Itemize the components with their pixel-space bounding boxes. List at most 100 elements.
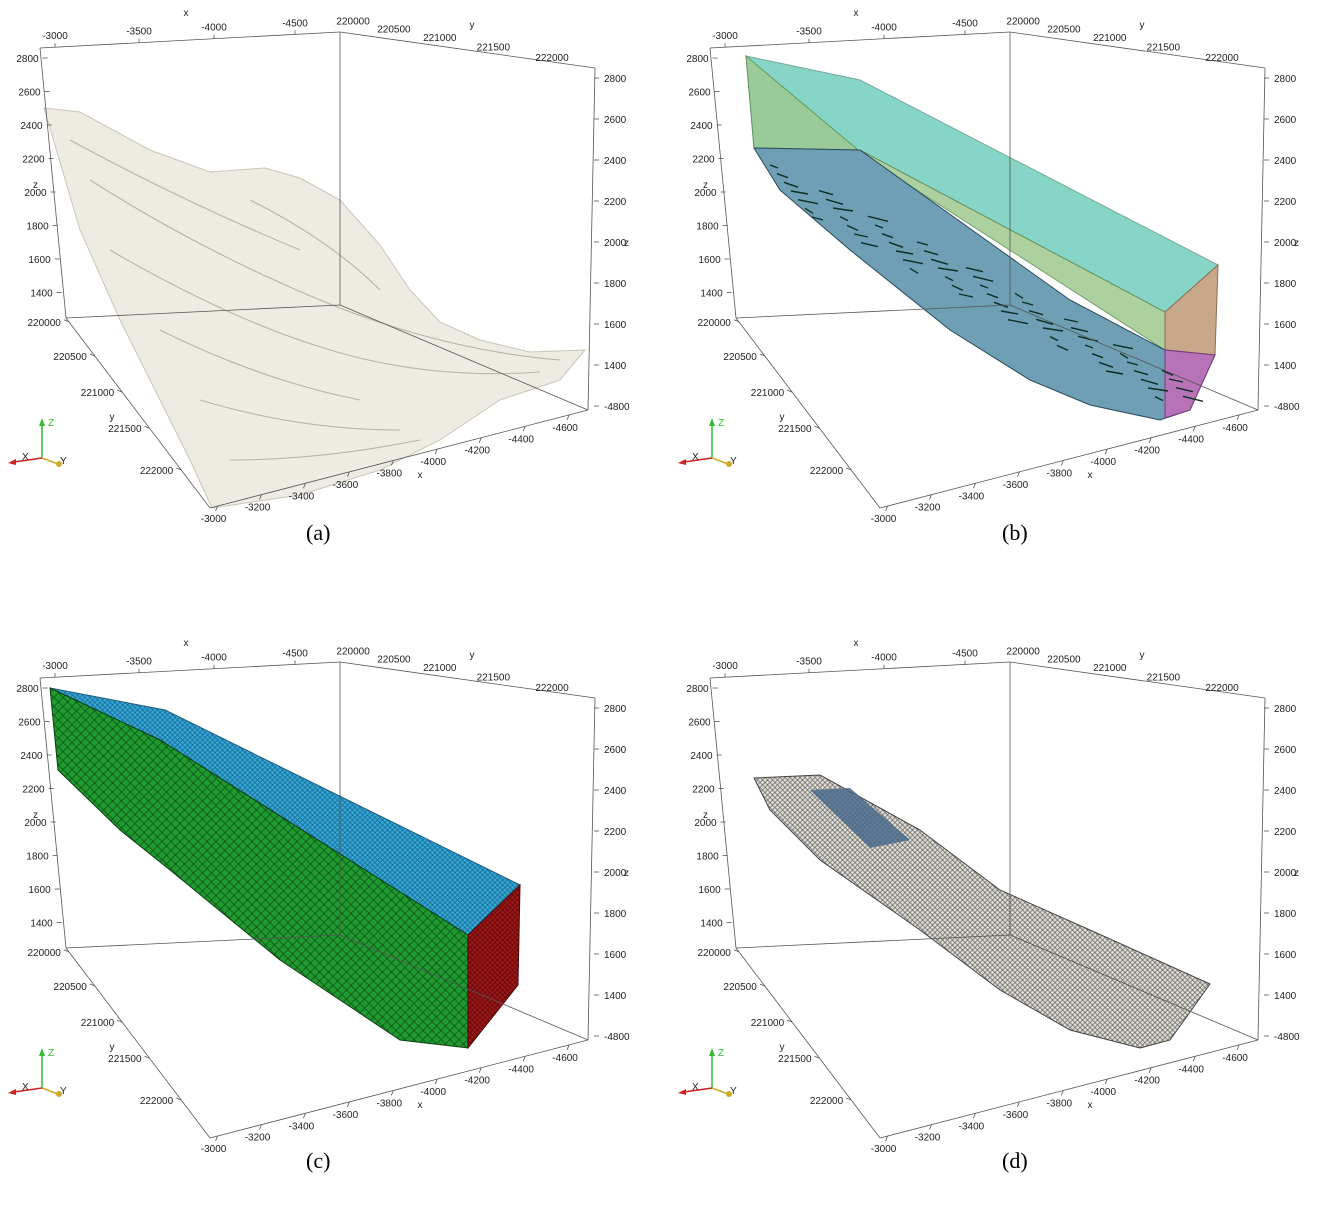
terrain-ridge — [229, 439, 421, 461]
x-bottom-tick-label: -4600 — [1222, 423, 1248, 434]
x-bottom-tick — [566, 414, 570, 421]
vegetation-mark — [776, 173, 789, 179]
x-bottom-tick — [390, 1090, 394, 1096]
vegetation-mark — [1014, 292, 1024, 299]
vegetation-mark — [1049, 336, 1059, 342]
y-top-tick-label: 222000 — [1205, 683, 1239, 694]
y-left-tick-label: 221000 — [751, 1018, 785, 1029]
axis-edge — [1009, 304, 1259, 411]
triad-z-label: Z — [48, 418, 54, 429]
vegetation-mark — [1000, 310, 1019, 315]
y-left-tick — [117, 389, 123, 393]
axis-edge — [709, 677, 737, 949]
x-bottom-tick — [215, 505, 218, 512]
x-top-tick-label: -4500 — [952, 648, 978, 659]
z-left-tick-label: 1400 — [30, 919, 53, 930]
y-top-tick-label: 222000 — [535, 683, 569, 694]
vegetation-mark — [1091, 353, 1104, 359]
vegetation-mark — [818, 189, 834, 196]
z-right-tick-label: 1800 — [1274, 279, 1297, 290]
z-left-tick-label: 1800 — [696, 852, 719, 863]
z-left-tick-label: 1600 — [28, 885, 51, 896]
x-bottom-tick — [1148, 437, 1152, 443]
triad-x-arrow — [678, 1089, 686, 1095]
z-left-tick-label: 2000 — [24, 188, 47, 199]
x-bottom-tick-label: -3800 — [377, 1098, 403, 1109]
vegetation-mark — [944, 276, 954, 282]
z-left-axis-label: z — [703, 180, 708, 191]
y-left-tick-label: 222000 — [810, 466, 844, 477]
plot-c: -3000 -3500 -4000 -4500 x 220000 220500 221000 2… — [8, 638, 630, 1155]
x-top-tick-label: -4500 — [282, 18, 308, 29]
axis-edge — [879, 409, 1259, 509]
z-right-tick-label: 2400 — [604, 786, 627, 797]
terrain-ridge — [159, 329, 361, 401]
axis-edge — [1009, 31, 1266, 69]
y-left-tick — [787, 1019, 793, 1023]
mesh-end-face — [467, 883, 521, 1050]
vegetation-mark — [993, 301, 1009, 308]
y-left-tick — [759, 353, 765, 357]
axis-edge — [39, 677, 67, 949]
x-bottom-tick-label: -4600 — [552, 423, 578, 434]
z-left-tick-label: 1600 — [698, 255, 721, 266]
vegetation-mark — [797, 198, 819, 205]
x-bottom-tick — [434, 448, 438, 455]
y-left-tick-label: 221500 — [778, 1054, 812, 1065]
x-bottom-tick — [1148, 1067, 1152, 1073]
x-bottom-tick-label: -4400 — [508, 434, 534, 445]
y-left-tick — [144, 1055, 150, 1059]
axis-edge — [879, 1039, 1259, 1139]
triad-y-label: Y — [730, 456, 737, 467]
x-bottom-tick-label: -4000 — [420, 457, 446, 468]
x-bottom-tick-label: -3200 — [245, 503, 271, 514]
x-bottom-tick-label: -4000 — [1090, 457, 1116, 468]
x-top-tick-label: -3500 — [796, 657, 822, 668]
triad-z-arrow — [709, 418, 715, 426]
panel-d: -3000 -3500 -4000 -4500 x 220000 220500 221000 2… — [670, 630, 1330, 1215]
x-bottom-tick — [1017, 471, 1020, 478]
vegetation-mark — [783, 181, 799, 188]
z-right-tick-label: 2400 — [604, 156, 627, 167]
y-left-tick-label: 220000 — [28, 318, 62, 329]
x-bottom-tick — [885, 1135, 888, 1142]
z-right-tick-label: 1800 — [604, 279, 627, 290]
x-bottom-tick — [303, 1113, 306, 1119]
triad-z-arrow — [709, 1048, 715, 1056]
y-top-tick-label: 220000 — [336, 17, 370, 28]
terrain-ridge — [199, 399, 401, 431]
z-right-tick-label: 2200 — [1274, 197, 1297, 208]
vegetation-mark — [986, 293, 999, 299]
vegetation-mark — [860, 241, 879, 248]
triad-z-arrow — [39, 418, 45, 426]
x-bottom-tick — [1236, 1044, 1240, 1051]
triad-z-arrow — [39, 1048, 45, 1056]
y-left-tick-label: 222000 — [140, 466, 174, 477]
z-right-tick-label: 1400 — [604, 361, 627, 372]
surface-patch — [810, 788, 910, 848]
vegetation-mark — [965, 266, 984, 273]
caption-b: (b) — [1002, 520, 1028, 545]
y-top-tick-label: 221500 — [1147, 673, 1181, 684]
triad-z-label: Z — [718, 418, 724, 429]
z-right-tick-label: 1400 — [604, 991, 627, 1002]
axis-edge — [735, 934, 1011, 949]
x-top-tick-label: -4000 — [871, 23, 897, 34]
z-right-tick-label: 2600 — [604, 745, 627, 756]
triad-x-axis — [13, 457, 43, 463]
y-top-axis-label: y — [470, 650, 475, 661]
axis-edge — [65, 304, 341, 319]
x-top-tick-label: -3000 — [42, 661, 68, 672]
axis-edge — [39, 47, 67, 319]
x-bottom-axis-label: x — [418, 470, 423, 481]
axis-edge — [587, 697, 596, 1041]
y-left-tick — [846, 467, 852, 471]
axis-edge — [1257, 67, 1266, 411]
vegetation-mark — [804, 207, 814, 214]
z-left-tick-label: 1600 — [698, 885, 721, 896]
z-right-tick-label: -4800 — [1274, 1032, 1300, 1043]
triad-x-label: X — [22, 452, 29, 463]
triad-x-arrow — [8, 1089, 16, 1095]
z-right-tick-label: 2200 — [604, 827, 627, 838]
z-left-tick-label: 2400 — [690, 121, 713, 132]
